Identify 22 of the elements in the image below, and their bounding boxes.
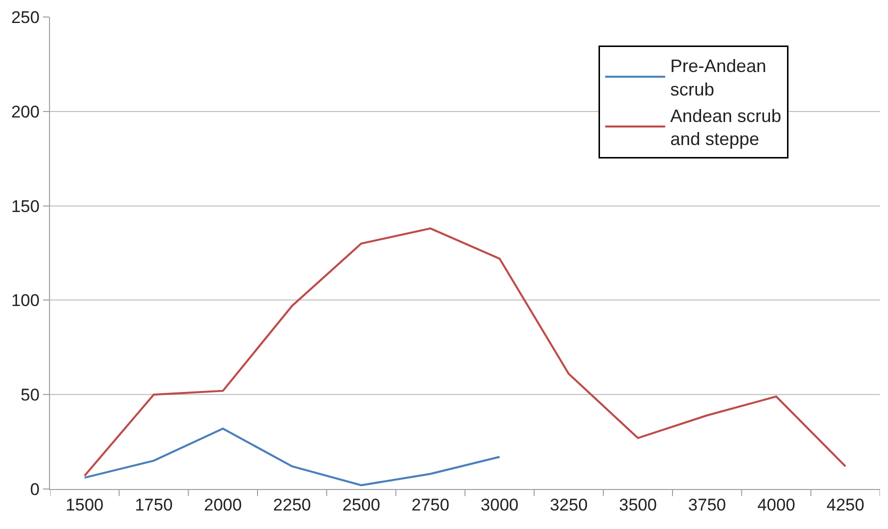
x-tick-label: 1750 bbox=[134, 495, 173, 514]
y-tick-label: 100 bbox=[11, 291, 40, 310]
y-tick-label: 250 bbox=[11, 8, 40, 27]
line-series bbox=[84, 428, 501, 486]
x-tick-label: 1500 bbox=[66, 495, 104, 514]
y-tick-label: 50 bbox=[20, 386, 40, 405]
x-tick-label: 3250 bbox=[550, 495, 588, 514]
x-tick-label: 4250 bbox=[826, 495, 864, 514]
legend-label: Pre-Andean scrub bbox=[670, 56, 766, 100]
x-tick-label: 2500 bbox=[342, 495, 380, 514]
x-tick-label: 3000 bbox=[480, 495, 518, 514]
legend-label: Andean scrub and steppe bbox=[670, 106, 782, 150]
line-series bbox=[84, 227, 846, 477]
x-tick-label: 3750 bbox=[688, 495, 726, 514]
x-tick-label: 4000 bbox=[757, 495, 796, 514]
y-tick-label: 0 bbox=[30, 480, 40, 499]
x-tick-label: 2250 bbox=[273, 495, 311, 514]
y-tick-label: 150 bbox=[11, 196, 40, 216]
x-tick-label: 2000 bbox=[204, 495, 242, 514]
x-tick-label: 3500 bbox=[619, 495, 657, 514]
y-tick-label: 200 bbox=[11, 102, 40, 122]
x-tick-label: 2750 bbox=[412, 495, 450, 514]
